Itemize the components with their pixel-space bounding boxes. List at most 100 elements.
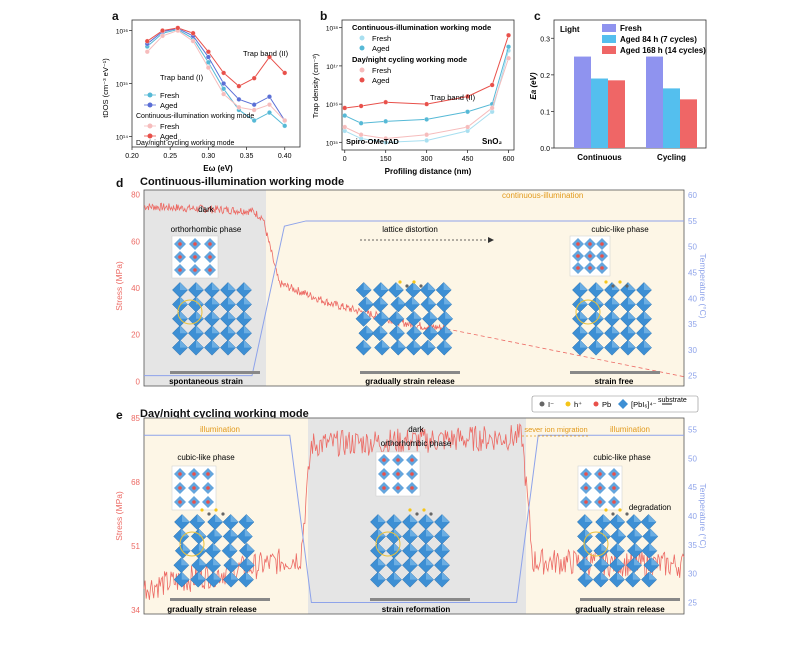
substrate-icon bbox=[662, 403, 672, 405]
panel-c-legend-entry: Aged 84 h (7 cycles) bbox=[620, 35, 697, 44]
panel-a-series-line bbox=[146, 30, 286, 121]
panel-d-ytick-right: 40 bbox=[688, 294, 697, 303]
panel-a-ytick: 10¹⁴ bbox=[116, 134, 128, 141]
panel-a-point bbox=[205, 65, 211, 71]
panel-a-point bbox=[251, 118, 257, 123]
panel-c-category: Cycling bbox=[657, 153, 686, 162]
panel-b-point bbox=[506, 44, 511, 50]
panel-e-ytick-left: 34 bbox=[131, 606, 140, 615]
panel-b-point bbox=[358, 132, 364, 138]
panel-a-legend-fresh: Fresh bbox=[160, 91, 179, 100]
ion-dot bbox=[207, 512, 211, 516]
panel-a-mode2: Day/night cycling working mode bbox=[136, 140, 235, 147]
panel-b-ytick: 10¹⁸ bbox=[326, 26, 338, 33]
panel-b-point bbox=[424, 137, 430, 143]
panel-b-legend-aged: Aged bbox=[372, 44, 390, 53]
iodide-icon bbox=[539, 401, 545, 407]
panel-a-xtick: 0.25 bbox=[163, 153, 177, 160]
panel-e-phase-b: orthorhombic phase bbox=[381, 439, 452, 448]
octahedron bbox=[355, 282, 372, 298]
panel-e-legend bbox=[531, 395, 699, 413]
panel-b-legend-aged2-marker bbox=[359, 77, 365, 83]
panel-e-legend-iodide: I⁻ bbox=[548, 400, 554, 409]
panel-a-point bbox=[205, 54, 211, 60]
panel-c-corner: Light bbox=[560, 25, 580, 34]
panel-a-point bbox=[251, 75, 257, 81]
panel-d-substrate-1 bbox=[170, 371, 260, 374]
panel-e-title: Day/night cycling working mode bbox=[140, 408, 309, 420]
ion-dot bbox=[200, 508, 204, 512]
panel-b-left-label: Spiro-OMeTAD bbox=[346, 137, 399, 146]
panel-b-xtick: 150 bbox=[380, 156, 392, 163]
panel-a-point bbox=[282, 70, 288, 76]
ion-dot bbox=[221, 512, 225, 516]
panel-a-point bbox=[267, 94, 272, 100]
panel-b-frame bbox=[341, 19, 515, 151]
panel-b-legend-fresh2: Fresh bbox=[372, 66, 391, 75]
octahedron bbox=[206, 528, 223, 545]
panel-b-mode2: Day/night cycling working mode bbox=[352, 55, 467, 64]
panel-c-bar bbox=[663, 88, 680, 148]
panel-e-ytick-right: 35 bbox=[688, 541, 697, 550]
panel-b-ytick: 10¹⁷ bbox=[326, 64, 338, 71]
panel-d-stress-extrapolation bbox=[446, 328, 685, 378]
panel-a-point bbox=[236, 96, 242, 102]
panel-c-ytick: 0.1 bbox=[540, 109, 550, 116]
panel-a-point bbox=[236, 104, 242, 110]
panel-c-ytick: 0.0 bbox=[540, 146, 550, 153]
panel-b-ann-band2: Trap band (II) bbox=[430, 93, 476, 102]
panel-b-point bbox=[342, 113, 348, 119]
ion-dot bbox=[625, 284, 629, 288]
panel-a-legend-fresh2: Fresh bbox=[160, 122, 179, 131]
panel-a-chart: 0.20 0.25 0.30 0.35 0.40 10¹⁶ 10¹⁵ 10¹⁴ Trap b… bbox=[101, 19, 301, 173]
panel-b-xtick: 300 bbox=[421, 156, 433, 163]
panel-a-point bbox=[221, 86, 227, 92]
panel-e-legend-hole: h⁺ bbox=[574, 400, 582, 409]
ion-dot bbox=[618, 508, 622, 512]
ion-dot bbox=[604, 508, 608, 512]
panel-a-point bbox=[205, 49, 211, 55]
panel-b-point bbox=[342, 124, 348, 130]
panel-c-ytick: 0.2 bbox=[540, 73, 550, 80]
panel-a-legend-aged: Aged bbox=[160, 101, 178, 110]
panel-d-phase2: cubic-like phase bbox=[591, 225, 649, 234]
panel-a-point bbox=[190, 30, 196, 36]
panel-d-cap3: strain free bbox=[595, 377, 634, 386]
octahedron bbox=[358, 325, 375, 342]
panel-b-xtick: 450 bbox=[462, 156, 474, 163]
panel-c-legend-entry: Fresh bbox=[620, 24, 642, 33]
panel-d-cap1: spontaneous strain bbox=[169, 377, 243, 386]
octahedron bbox=[236, 528, 253, 545]
panel-d-cap2: gradually strain release bbox=[365, 377, 455, 386]
panel-b-point bbox=[465, 94, 471, 99]
panel-e-legend-substrate: substrate bbox=[658, 397, 687, 404]
panel-e-chart: I⁻ h⁺ Pb [PbI₆]⁴⁻ substrate 85 68 51 34 55 5… bbox=[114, 395, 708, 615]
panel-d-ytick-left: 20 bbox=[131, 331, 140, 340]
panel-e-ytick-left: 51 bbox=[131, 542, 140, 551]
panel-b-point bbox=[383, 99, 389, 105]
panel-e-frame bbox=[143, 417, 685, 615]
panel-a-frame bbox=[131, 19, 301, 148]
panel-e-ytick-right: 30 bbox=[688, 570, 697, 579]
ion-dot bbox=[412, 280, 416, 284]
panel-b-legend-aged2: Aged bbox=[372, 76, 390, 85]
panel-d-ytick-right: 45 bbox=[688, 269, 697, 278]
panel-b-legend-aged-marker bbox=[359, 45, 365, 51]
panel-e-legend-octa: [PbI₆]⁴⁻ bbox=[631, 400, 657, 409]
panel-c-bar bbox=[680, 99, 697, 148]
panel-e-light-region-1 bbox=[144, 418, 308, 614]
panel-a-point bbox=[221, 81, 227, 86]
octahedron bbox=[205, 571, 222, 588]
panel-a-point bbox=[221, 70, 227, 76]
panel-b-point bbox=[424, 101, 430, 107]
panel-d-ytick-right: 30 bbox=[688, 346, 697, 355]
panel-c-legend-swatch bbox=[602, 35, 616, 43]
panel-b-series-line bbox=[344, 50, 510, 143]
panel-d-dark: dark bbox=[198, 205, 215, 214]
panel-c-label: c bbox=[534, 9, 541, 23]
panel-e-phase-a: cubic-like phase bbox=[177, 453, 235, 462]
panel-d-ytick-right: 35 bbox=[688, 320, 697, 329]
panel-b-point bbox=[358, 120, 364, 126]
pb-icon bbox=[593, 401, 599, 407]
panel-d-ylabel-left: Stress (MPa) bbox=[114, 261, 124, 311]
